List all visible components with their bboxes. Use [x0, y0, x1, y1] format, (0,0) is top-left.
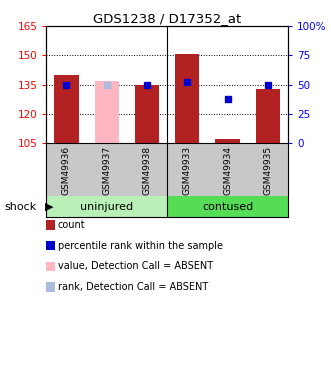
Text: percentile rank within the sample: percentile rank within the sample [58, 241, 223, 250]
Text: GSM49933: GSM49933 [183, 146, 192, 195]
Bar [256, 88, 280, 143]
Text: rank, Detection Call = ABSENT: rank, Detection Call = ABSENT [58, 282, 208, 292]
Bar [167, 196, 288, 217]
Text: contused: contused [202, 202, 253, 212]
Bar [175, 54, 199, 143]
Text: uninjured: uninjured [80, 202, 133, 212]
Text: GSM49938: GSM49938 [143, 146, 152, 195]
Title: GDS1238 / D17352_at: GDS1238 / D17352_at [93, 12, 241, 25]
Bar [46, 196, 167, 217]
Bar [54, 75, 78, 143]
Bar [135, 85, 159, 143]
Text: count: count [58, 220, 85, 230]
Text: shock: shock [4, 202, 36, 212]
Text: GSM49934: GSM49934 [223, 146, 232, 195]
Text: GSM49937: GSM49937 [102, 146, 111, 195]
Text: GSM49936: GSM49936 [62, 146, 71, 195]
Text: ▶: ▶ [45, 202, 53, 212]
Text: GSM49935: GSM49935 [263, 146, 272, 195]
Bar [215, 139, 240, 143]
Bar [95, 81, 119, 143]
Text: value, Detection Call = ABSENT: value, Detection Call = ABSENT [58, 261, 213, 271]
